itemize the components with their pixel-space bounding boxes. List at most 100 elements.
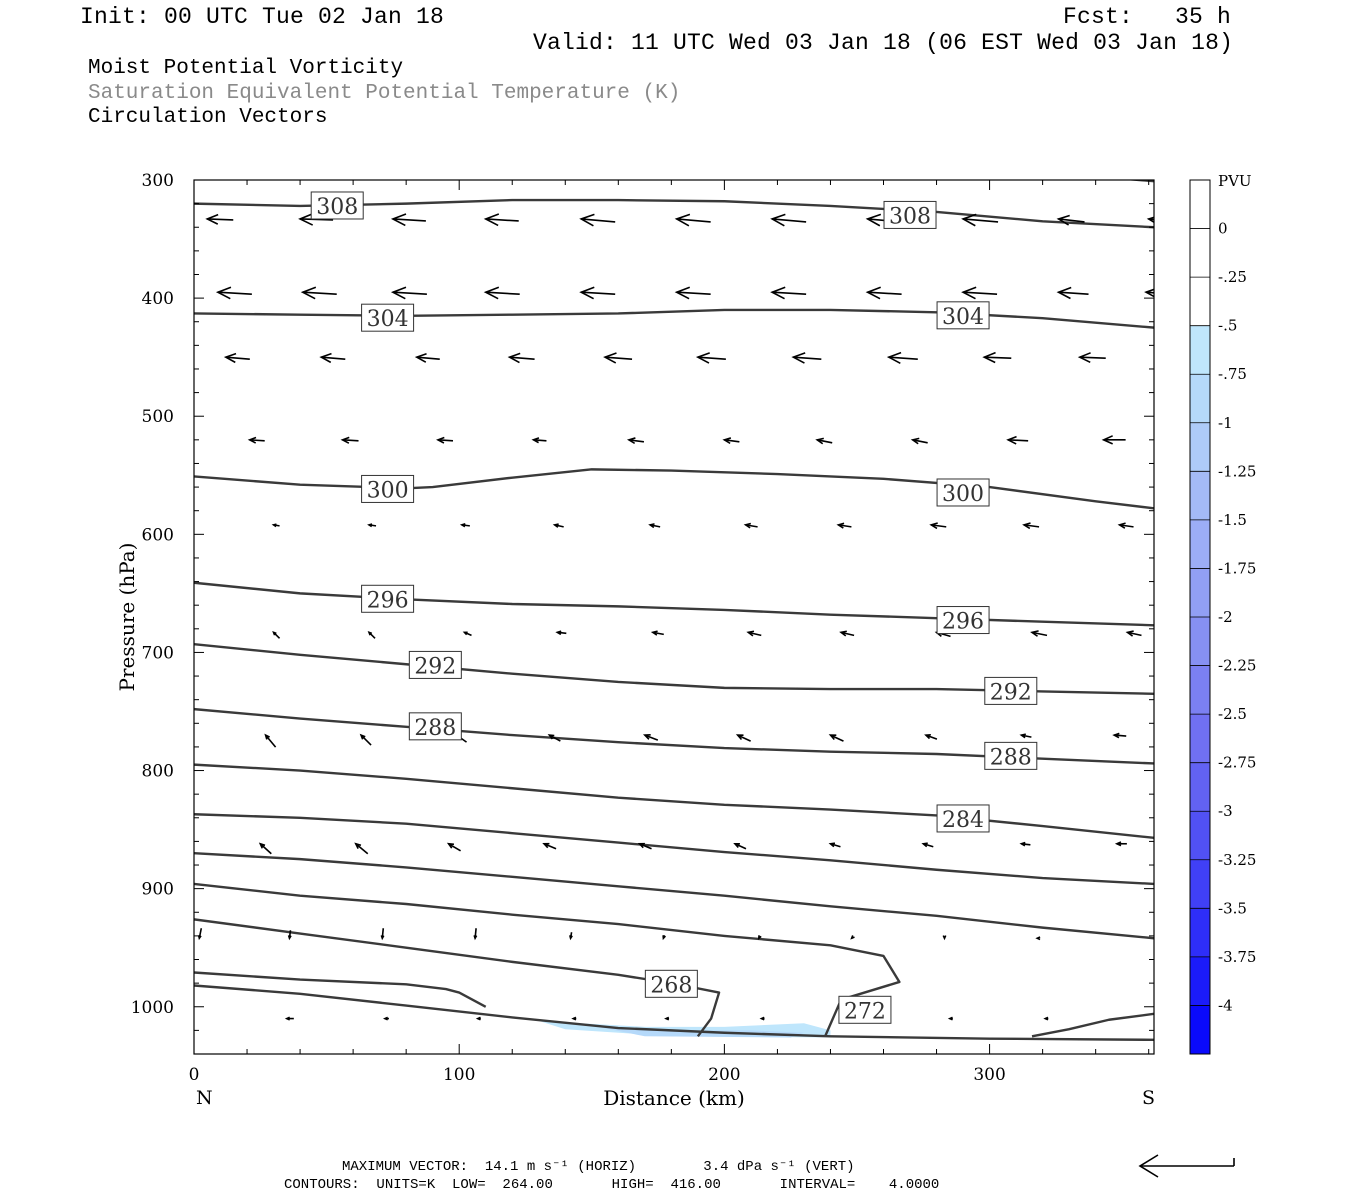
colorbar-label: -3 — [1218, 802, 1233, 820]
vector-r9-2 — [475, 1016, 481, 1021]
pv-region-4 — [851, 971, 884, 985]
vector-r8-3 — [473, 928, 478, 941]
contour-label-308-0: 308 — [310, 191, 364, 220]
vector-r4-9 — [1117, 522, 1134, 529]
theta-es-contours — [194, 180, 1154, 1042]
plot-frame — [193, 179, 1155, 1055]
pv-colorbar: 0 -.25 -.5 -.75 -1 -1.25 -1.5 -1.75 -2 -2.25 -2.5 -… — [1189, 179, 1256, 1055]
vector-r8-5 — [662, 935, 667, 941]
svg-text:304: 304 — [367, 307, 409, 332]
colorbar-cell — [1190, 859, 1210, 909]
vector-r8-1 — [287, 930, 292, 941]
pv-region-3 — [941, 953, 1154, 967]
contour-label-268-0: 268 — [644, 969, 698, 998]
vector-r6-4 — [642, 734, 659, 741]
vector-r1-7 — [865, 286, 902, 300]
reference-vector-arrow — [1138, 1154, 1235, 1178]
vector-r8-4 — [569, 932, 573, 941]
svg-text:308: 308 — [316, 195, 358, 220]
vector-r5-8 — [1030, 630, 1048, 637]
contour-label-304-0: 304 — [361, 303, 415, 332]
x-tick-label: 200 — [708, 1065, 740, 1085]
contour-line-304 — [194, 308, 1154, 329]
colorbar-label: -.75 — [1218, 365, 1247, 383]
vector-r5-6 — [839, 630, 855, 637]
vector-r1-9 — [1056, 286, 1089, 300]
x-axis-title: Distance (km) — [603, 1086, 745, 1110]
colorbar-cell — [1190, 325, 1210, 375]
vector-r2-9 — [1077, 352, 1106, 364]
colorbar-label: -2 — [1218, 608, 1233, 626]
vector-r8-7 — [850, 935, 855, 940]
colorbar-cell — [1190, 1005, 1210, 1054]
y-tick-label: 1000 — [131, 998, 174, 1018]
contour-label-284-0: 284 — [936, 804, 990, 833]
colorbar-title: PVU — [1218, 172, 1252, 190]
colorbar-cell — [1190, 617, 1210, 666]
vector-r7-3 — [542, 842, 557, 850]
y-tick-label: 300 — [142, 171, 174, 191]
vector-r6-1 — [359, 733, 372, 746]
valid-time: Valid: 11 UTC Wed 03 Jan 18 (06 EST Wed … — [533, 30, 1234, 56]
colorbar-label: -.5 — [1218, 317, 1237, 335]
vector-r0-6 — [770, 213, 807, 227]
svg-text:296: 296 — [942, 610, 984, 635]
vector-r6-8 — [1019, 733, 1032, 739]
vector-r3-9 — [1101, 435, 1126, 445]
svg-text:268: 268 — [650, 973, 692, 998]
vector-r7-6 — [828, 842, 841, 848]
contour-line-272 — [194, 882, 901, 1037]
colorbar-cell — [1190, 228, 1210, 278]
colorbar-label: -2.75 — [1218, 754, 1256, 772]
svg-text:284: 284 — [942, 808, 984, 833]
vector-r7-4 — [637, 842, 652, 850]
colorbar-cell — [1190, 665, 1210, 715]
vector-r1-10 — [1144, 288, 1154, 298]
vector-r1-6 — [770, 286, 807, 300]
vector-r7-0 — [258, 842, 272, 855]
contour-line-296 — [194, 581, 1154, 627]
vector-r7-9 — [1114, 841, 1127, 847]
vector-r4-6 — [836, 522, 852, 529]
vector-r2-8 — [982, 351, 1012, 364]
vector-r4-3 — [552, 523, 564, 528]
vector-r7-1 — [354, 842, 369, 855]
contour-labels: 308 308 304 304 300 300 296 296 292 292 288 288 284 2… — [310, 191, 1038, 1024]
contour-info-note: CONTOURS: UNITS=K LOW= 264.00 HIGH= 416.… — [284, 1177, 940, 1193]
vector-r7-5 — [733, 842, 747, 850]
contour-label-304-1: 304 — [936, 301, 990, 330]
contour-label-272-0: 272 — [838, 995, 892, 1024]
vector-r8-0 — [197, 928, 203, 941]
svg-text:308: 308 — [889, 204, 931, 229]
vector-r6-7 — [924, 733, 938, 740]
colorbar-cell — [1190, 762, 1210, 812]
vector-r1-5 — [674, 286, 711, 300]
circulation-vectors — [197, 212, 1154, 1021]
vector-r9-0 — [284, 1016, 294, 1021]
axes: 300 400 500 600 700 800 900 1000 0 100 200 300 — [131, 171, 1154, 1085]
contour-label-296-0: 296 — [361, 584, 415, 613]
contour-line-264 — [194, 971, 487, 1008]
vector-r0-0 — [205, 213, 234, 225]
vector-r4-1 — [367, 523, 377, 528]
vector-r9-5 — [759, 1016, 765, 1021]
field-circulation-vectors: Circulation Vectors — [88, 106, 328, 129]
vector-r1-0 — [215, 286, 252, 300]
vector-r4-4 — [648, 523, 661, 529]
vector-r2-7 — [886, 351, 918, 364]
colorbar-label: -1.25 — [1218, 462, 1256, 480]
vector-r9-8 — [1043, 1016, 1049, 1021]
vector-r3-6 — [815, 437, 833, 445]
x-tick-label: 100 — [443, 1065, 475, 1085]
y-tick-label: 500 — [142, 407, 174, 427]
colorbar-label: -.25 — [1218, 268, 1247, 286]
vector-r1-8 — [961, 286, 998, 300]
vector-r0-2 — [390, 213, 426, 227]
vector-r2-3 — [507, 352, 535, 364]
vector-r3-1 — [340, 436, 359, 444]
svg-text:288: 288 — [414, 716, 456, 741]
contour-label-308-1: 308 — [883, 200, 937, 229]
north-endpoint-label: N — [196, 1087, 213, 1109]
vector-r1-1 — [300, 286, 337, 300]
svg-text:304: 304 — [942, 305, 984, 330]
